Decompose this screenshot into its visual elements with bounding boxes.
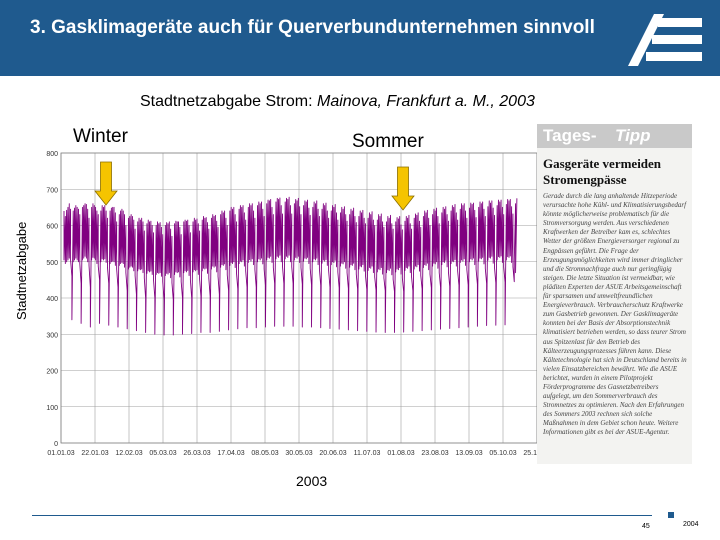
news-brand: Tages- bbox=[543, 126, 597, 145]
y-tick-label: 500 bbox=[46, 260, 58, 267]
x-tick-label: 22.01.03 bbox=[81, 450, 108, 457]
footer-marker bbox=[668, 512, 674, 518]
y-tick-label: 100 bbox=[46, 405, 58, 412]
news-brand-tipp: Tipp bbox=[615, 126, 651, 145]
x-tick-label: 01.01.03 bbox=[47, 450, 74, 457]
x-tick-label: 20.06.03 bbox=[319, 450, 346, 457]
series-line bbox=[63, 196, 518, 336]
x-tick-label: 13.09.03 bbox=[455, 450, 482, 457]
news-body: Gerade durch die lang anhaltende Hitzepe… bbox=[543, 192, 687, 437]
x-tick-label: 05.03.03 bbox=[149, 450, 176, 457]
x-axis-title: 2003 bbox=[296, 473, 328, 489]
chart-area: 0 100 200 300 400 500 600 700 800 01.01.03 22.01.… bbox=[46, 151, 540, 457]
news-clipping: Tages- Tipp Gasgeräte vermeiden Stromeng… bbox=[537, 124, 692, 464]
title-bar: 3. Gasklimageräte auch für Querverbundun… bbox=[0, 0, 720, 76]
y-tick-label: 400 bbox=[46, 296, 58, 303]
x-tick-label: 05.10.03 bbox=[489, 450, 516, 457]
x-tick-label: 08.05.03 bbox=[251, 450, 278, 457]
winter-label: Winter bbox=[73, 126, 128, 147]
y-axis-title: Stadtnetzabgabe bbox=[14, 221, 29, 320]
chart-subtitle: Stadtnetzabgabe Strom: Mainova, Frankfur… bbox=[140, 93, 640, 111]
x-tick-label: 26.03.03 bbox=[183, 450, 210, 457]
sommer-arrow bbox=[391, 166, 415, 211]
footer-year: 2004 bbox=[683, 521, 699, 528]
x-tick-label: 23.08.03 bbox=[421, 450, 448, 457]
x-tick-label: 17.04.03 bbox=[217, 450, 244, 457]
x-tick-label: 12.02.03 bbox=[115, 450, 142, 457]
y-tick-label: 700 bbox=[46, 187, 58, 194]
y-tick-label: 0 bbox=[54, 441, 58, 448]
slide-title: 3. Gasklimageräte auch für Querverbundun… bbox=[30, 17, 595, 38]
y-tick-label: 300 bbox=[46, 332, 58, 339]
company-logo bbox=[628, 14, 702, 66]
y-tick-label: 200 bbox=[46, 369, 58, 376]
x-tick-label: 11.07.03 bbox=[354, 450, 381, 457]
x-tick-label: 25.10.03 bbox=[523, 450, 540, 457]
winter-arrow bbox=[94, 161, 118, 206]
sommer-label: Sommer bbox=[352, 131, 424, 152]
footer-divider bbox=[32, 515, 652, 516]
news-header: Tages- Tipp bbox=[537, 124, 692, 148]
page-number: 45 bbox=[642, 523, 650, 530]
subtitle-place: Mainova, Frankfurt a. M., 2003 bbox=[317, 93, 535, 110]
news-headline: Gasgeräte vermeiden Stromengpässe bbox=[543, 156, 662, 187]
y-tick-label: 800 bbox=[46, 151, 58, 158]
subtitle-prefix: Stadtnetzabgabe Strom: bbox=[140, 93, 317, 110]
x-tick-label: 30.05.03 bbox=[285, 450, 312, 457]
x-tick-label: 01.08.03 bbox=[387, 450, 414, 457]
y-tick-label: 600 bbox=[46, 224, 58, 231]
